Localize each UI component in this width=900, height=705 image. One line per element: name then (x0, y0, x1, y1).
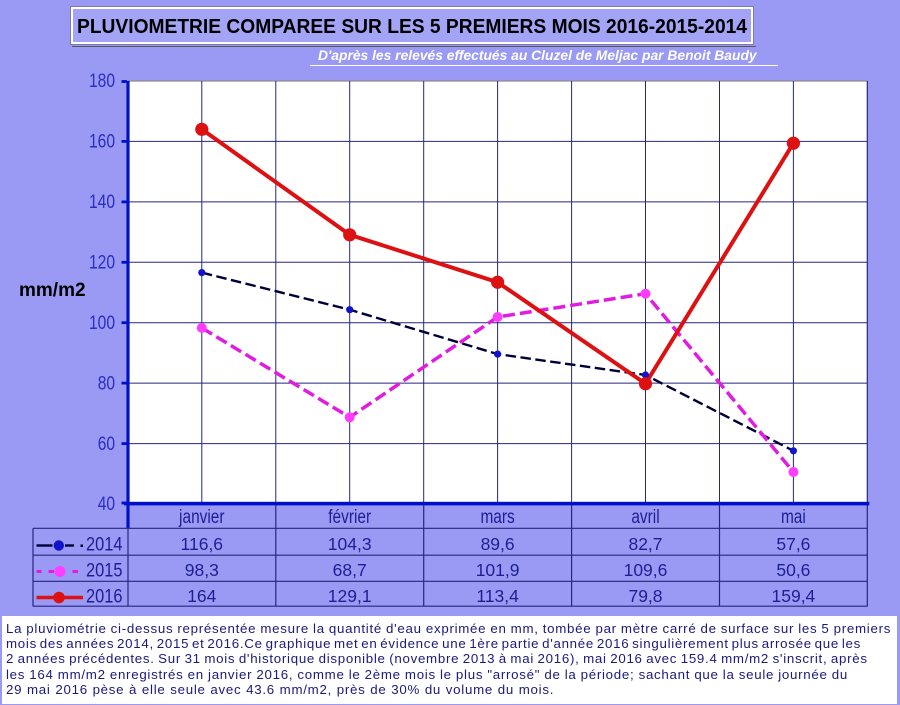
svg-text:57,6: 57,6 (776, 534, 810, 554)
svg-text:164: 164 (187, 586, 216, 606)
svg-text:120: 120 (89, 253, 115, 274)
svg-text:113,4: 113,4 (476, 586, 519, 606)
svg-text:140: 140 (89, 192, 115, 213)
svg-text:janvier: janvier (178, 507, 225, 528)
svg-text:160: 160 (89, 132, 115, 153)
svg-text:80: 80 (98, 373, 115, 394)
svg-text:109,6: 109,6 (624, 560, 668, 580)
svg-text:avril: avril (631, 507, 659, 528)
svg-text:104,3: 104,3 (328, 534, 372, 554)
svg-text:82,7: 82,7 (628, 534, 662, 554)
svg-text:129,1: 129,1 (328, 586, 372, 606)
svg-text:68,7: 68,7 (333, 560, 367, 580)
svg-text:2015: 2015 (86, 560, 123, 581)
svg-text:89,6: 89,6 (481, 534, 515, 554)
svg-text:180: 180 (89, 71, 115, 92)
svg-text:100: 100 (89, 313, 115, 334)
svg-text:50,6: 50,6 (776, 560, 810, 580)
svg-text:116,6: 116,6 (181, 534, 224, 554)
svg-text:mars: mars (480, 507, 514, 528)
svg-text:40: 40 (98, 494, 115, 515)
svg-text:2016: 2016 (86, 586, 123, 607)
svg-text:mai: mai (781, 507, 806, 528)
svg-text:2014: 2014 (86, 534, 123, 555)
svg-text:159,4: 159,4 (772, 586, 816, 606)
svg-text:79,8: 79,8 (628, 586, 662, 606)
svg-text:février: février (328, 507, 371, 528)
svg-text:101,9: 101,9 (476, 560, 520, 580)
svg-text:98,3: 98,3 (185, 560, 219, 580)
svg-text:60: 60 (98, 434, 115, 455)
